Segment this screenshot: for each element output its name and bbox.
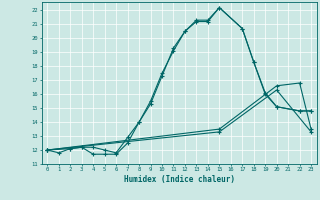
X-axis label: Humidex (Indice chaleur): Humidex (Indice chaleur) bbox=[124, 175, 235, 184]
